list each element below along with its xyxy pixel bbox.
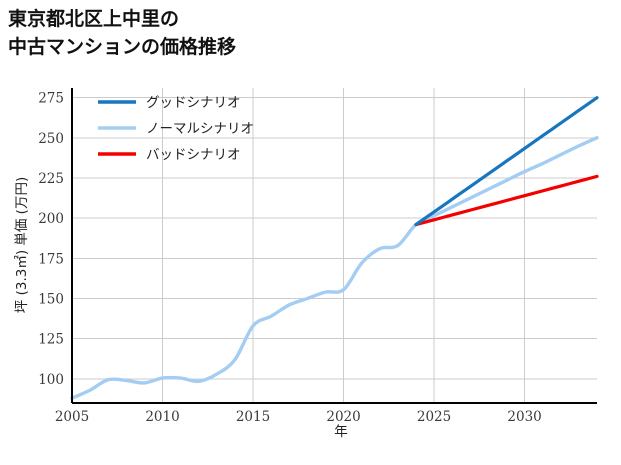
y-tick-label: 275 [38,91,64,107]
chart-title-line1: 東京都北区上中里の [8,9,180,30]
x-tick-label: 2020 [326,409,360,425]
legend-label-bad: バッドシナリオ [146,147,241,163]
y-tick-label: 100 [38,372,64,388]
y-tick-label: 250 [38,131,64,147]
y-tick-label: 175 [38,251,64,267]
chart-title-line2: 中古マンションの価格推移 [8,36,237,58]
x-tick-label: 2030 [507,409,541,425]
x-tick-labels: 2005 2010 2015 2020 2025 2030 [55,409,542,425]
x-tick-label: 2015 [236,409,270,425]
legend-label-good: グッドシナリオ [146,95,241,111]
y-tick-label: 125 [38,332,64,348]
data-series-group [70,96,599,400]
x-tick-label: 2025 [417,409,451,425]
y-tick-labels: 100 125 150 175 200 225 250 275 [38,91,64,388]
y-axis-title: 坪 (3.3㎡) 単価 (万円) [14,177,30,313]
chart-title: 東京都北区上中里の中古マンションの価格推移 [8,6,508,61]
series-bad [414,174,599,227]
y-tick-label: 225 [38,171,64,187]
x-tick-label: 2010 [145,409,179,425]
y-gridlines [72,97,597,380]
x-tick-label: 2005 [55,409,89,425]
plot-background [72,88,597,403]
series-normal [70,136,599,400]
y-tick-label: 150 [38,292,64,308]
legend-label-normal: ノーマルシナリオ [146,121,254,137]
series-good [414,96,599,227]
x-axis-title: 年 [334,424,348,440]
y-tick-label: 200 [38,211,64,227]
